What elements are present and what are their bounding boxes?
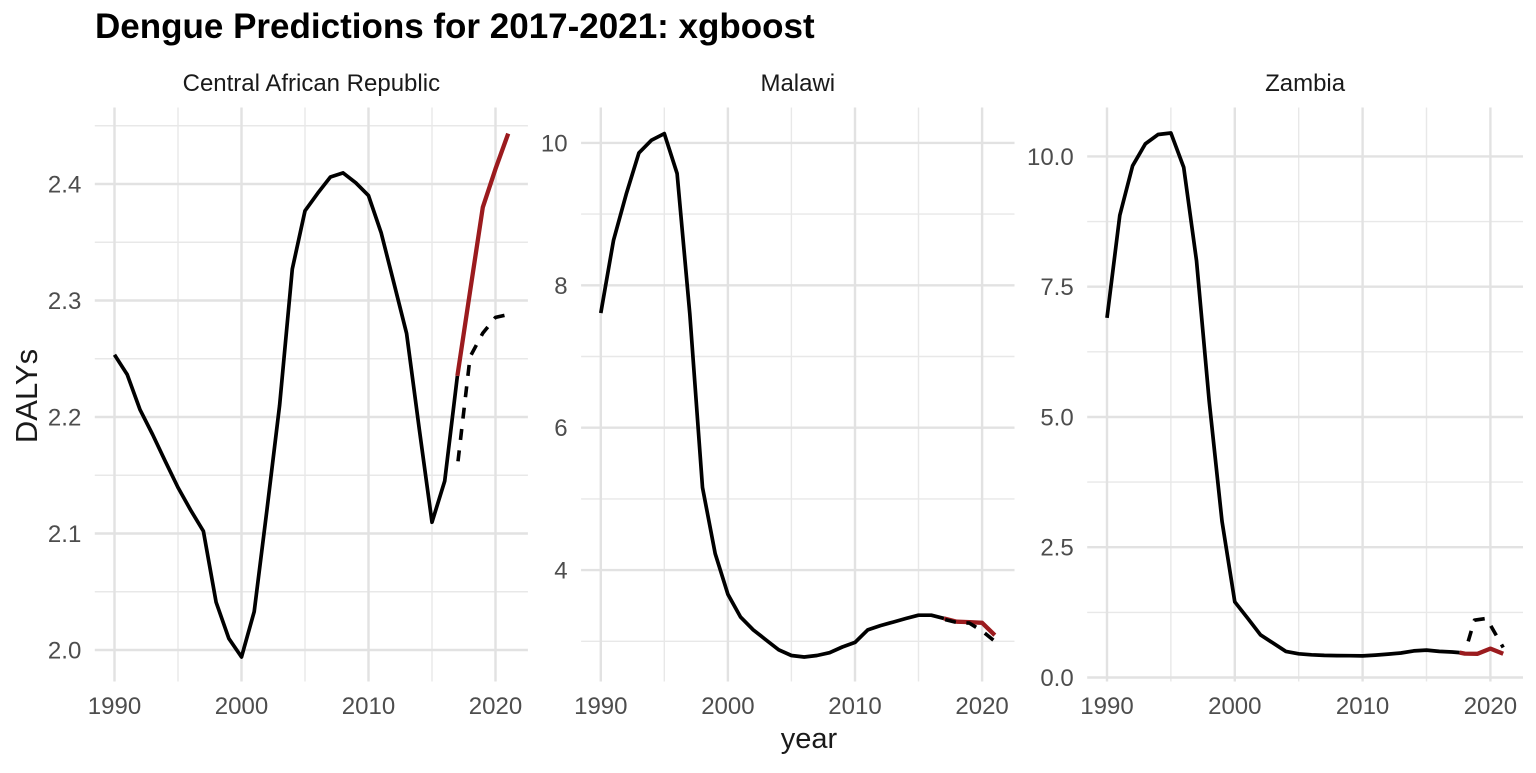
svg-text:Zambia: Zambia (1265, 70, 1346, 97)
svg-text:2000: 2000 (701, 693, 754, 720)
svg-text:1990: 1990 (1080, 693, 1133, 720)
svg-text:1990: 1990 (88, 693, 141, 720)
svg-text:1990: 1990 (574, 693, 627, 720)
svg-text:2.3: 2.3 (48, 288, 81, 315)
svg-text:year: year (781, 723, 838, 755)
svg-text:10: 10 (541, 130, 568, 157)
svg-text:4: 4 (554, 558, 567, 585)
svg-text:6: 6 (554, 415, 567, 442)
svg-text:2020: 2020 (469, 693, 522, 720)
svg-text:2010: 2010 (1336, 693, 1389, 720)
svg-text:0.0: 0.0 (1040, 665, 1073, 692)
svg-text:DALYs: DALYs (9, 349, 44, 443)
svg-text:2.5: 2.5 (1040, 535, 1073, 562)
svg-text:10.0: 10.0 (1027, 144, 1074, 171)
svg-text:Malawi: Malawi (760, 70, 835, 97)
svg-text:2020: 2020 (955, 693, 1008, 720)
svg-text:2.1: 2.1 (48, 521, 81, 548)
svg-text:2.4: 2.4 (48, 172, 81, 199)
svg-text:2.0: 2.0 (48, 638, 81, 665)
svg-text:8: 8 (554, 273, 567, 300)
svg-text:2000: 2000 (1208, 693, 1261, 720)
svg-text:Central African Republic: Central African Republic (183, 70, 440, 97)
svg-text:2000: 2000 (215, 693, 268, 720)
svg-text:2010: 2010 (342, 693, 395, 720)
svg-text:Dengue Predictions for 2017-20: Dengue Predictions for 2017-2021: xgboos… (95, 7, 815, 46)
svg-text:2.2: 2.2 (48, 405, 81, 432)
svg-text:7.5: 7.5 (1040, 274, 1073, 301)
svg-text:2010: 2010 (828, 693, 881, 720)
svg-text:5.0: 5.0 (1040, 405, 1073, 432)
svg-text:2020: 2020 (1464, 693, 1517, 720)
